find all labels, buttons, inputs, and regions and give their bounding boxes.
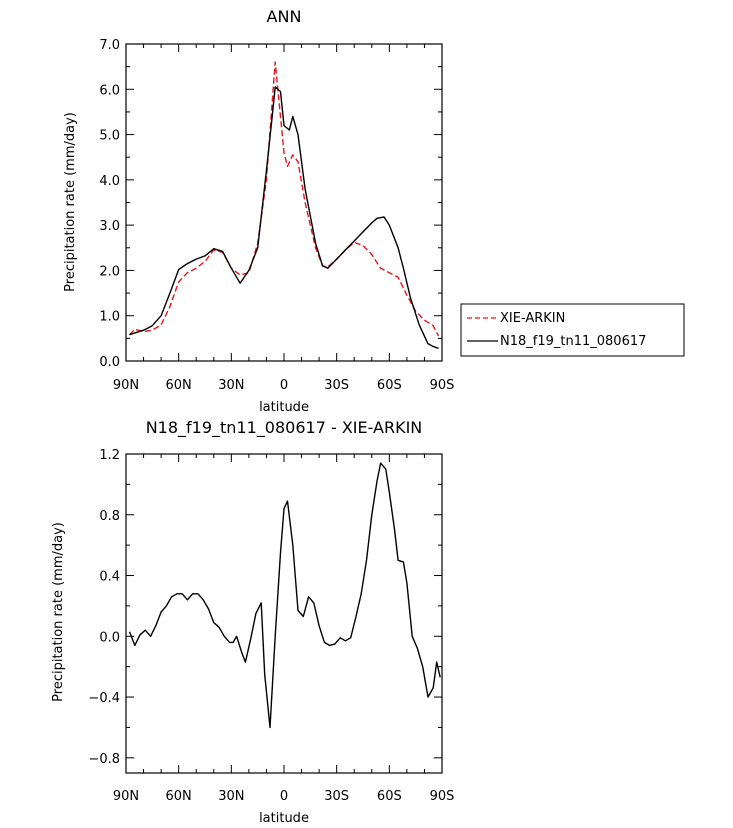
panel-annual-precipitation: ANN 90N 60N 30N 0 30S 60S 90S 0.0 1.0 2.0 3.0 4.0 5…	[63, 7, 685, 415]
y-tick-label: 1.2	[99, 448, 120, 463]
x-tick-label: 60N	[166, 378, 192, 393]
x-axis: 90N 60N 30N 0 30S 60S 90S	[113, 44, 455, 393]
y-tick-label: 3.0	[99, 219, 120, 234]
series-line-n18-f19-tn11-080617	[129, 86, 439, 349]
legend-label-model: N18_f19_tn11_080617	[500, 334, 646, 349]
x-tick-label: 30N	[218, 789, 244, 804]
y-tick-label: 7.0	[99, 38, 120, 53]
legend-box	[460, 303, 685, 357]
chart-title: ANN	[267, 7, 302, 26]
y-tick-label: 0.0	[99, 630, 120, 645]
y-tick-label: 4.0	[99, 174, 120, 189]
y-tick-label: −0.4	[88, 691, 120, 706]
y-axis: −0.8 −0.4 0.0 0.4 0.8 1.2	[88, 448, 442, 767]
y-axis-label: Precipitation rate (mm/day)	[63, 112, 78, 292]
legend: XIE-ARKIN N18_f19_tn11_080617	[460, 303, 685, 357]
y-tick-label: 0.8	[99, 509, 120, 524]
y-axis-label: Precipitation rate (mm/day)	[51, 522, 66, 702]
x-tick-label: 90S	[430, 789, 455, 804]
panel-difference: N18_f19_tn11_080617 - XIE-ARKIN 90N 60N 30…	[51, 418, 454, 826]
y-tick-label: 0.4	[99, 570, 120, 585]
plot-series	[128, 462, 441, 729]
plot-frame	[125, 43, 443, 362]
plot-frame	[125, 453, 443, 774]
x-tick-label: 90S	[430, 378, 455, 393]
y-tick-label: 1.0	[99, 310, 120, 325]
x-tick-label: 0	[280, 789, 288, 804]
y-tick-label: 2.0	[99, 264, 120, 279]
chart-title: N18_f19_tn11_080617 - XIE-ARKIN	[146, 418, 423, 438]
x-tick-label: 60S	[377, 789, 402, 804]
x-axis: 90N 60N 30N 0 30S 60S 90S	[113, 454, 455, 804]
y-tick-label: 6.0	[99, 83, 120, 98]
legend-label-xie-arkin: XIE-ARKIN	[500, 311, 565, 326]
plot-series	[129, 61, 440, 349]
x-tick-label: 90N	[113, 789, 139, 804]
y-tick-label: −0.8	[88, 752, 120, 767]
y-axis: 0.0 1.0 2.0 3.0 4.0 5.0 6.0 7.0	[99, 38, 442, 370]
series-line-xie-arkin	[129, 61, 440, 337]
x-tick-label: 30S	[324, 378, 349, 393]
y-tick-label: 5.0	[99, 129, 120, 144]
x-tick-label: 60N	[166, 789, 192, 804]
x-tick-label: 30S	[324, 789, 349, 804]
x-tick-label: 60S	[377, 378, 402, 393]
x-axis-label: latitude	[259, 811, 309, 826]
x-axis-label: latitude	[259, 400, 309, 415]
x-tick-label: 30N	[218, 378, 244, 393]
x-tick-label: 0	[280, 378, 288, 393]
x-tick-label: 90N	[113, 378, 139, 393]
series-line-difference	[128, 462, 441, 729]
y-tick-label: 0.0	[99, 355, 120, 370]
